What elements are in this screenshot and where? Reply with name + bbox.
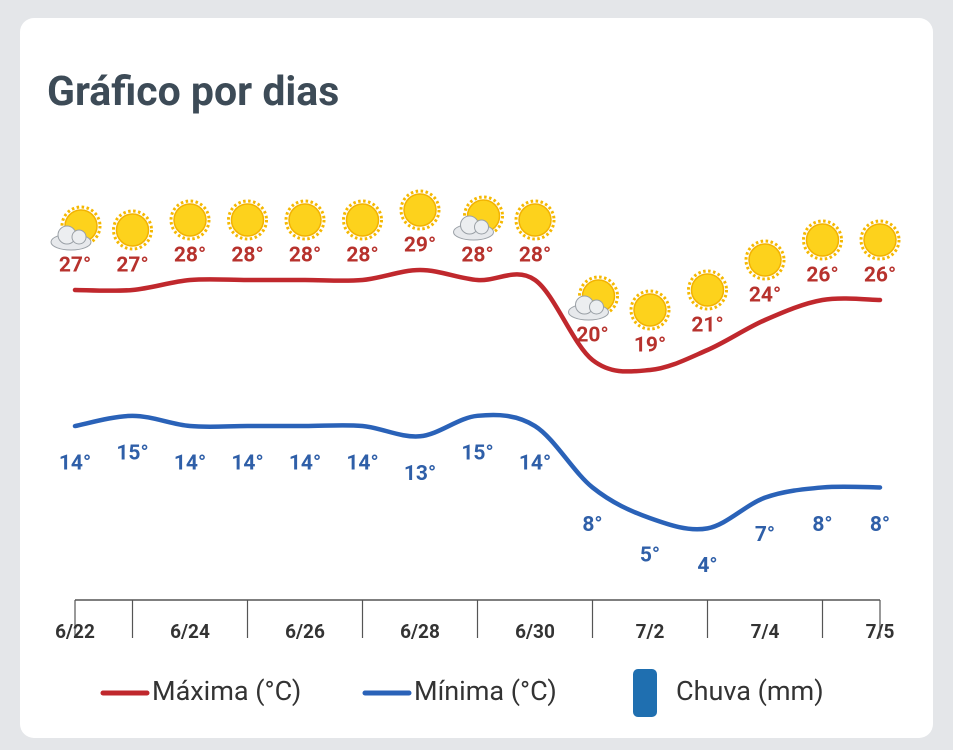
data-label: 26° bbox=[864, 264, 896, 288]
legend-label: Chuva (mm) bbox=[676, 675, 824, 707]
sun bbox=[805, 223, 840, 257]
sun-rays bbox=[629, 289, 671, 331]
x-tick-label: 6/26 bbox=[285, 620, 325, 643]
weather-icon bbox=[568, 275, 619, 321]
x-tick-label: 7/5 bbox=[866, 620, 895, 643]
data-label: 8° bbox=[812, 513, 832, 537]
chart-title: Gráfico por dias bbox=[47, 68, 339, 116]
weather-icon bbox=[284, 199, 326, 241]
sun-rays bbox=[227, 199, 268, 241]
sun bbox=[115, 213, 150, 247]
sun-rays bbox=[744, 239, 786, 281]
series-line bbox=[72, 412, 883, 532]
weather-icon bbox=[744, 239, 786, 281]
sun-rays bbox=[284, 199, 326, 241]
data-label: 28° bbox=[174, 244, 206, 268]
data-label: 24° bbox=[749, 284, 781, 308]
data-label: 19° bbox=[634, 334, 666, 358]
x-tick-label: 6/22 bbox=[55, 620, 95, 643]
data-label: 28° bbox=[346, 244, 378, 268]
legend-label: Máxima (°C) bbox=[152, 675, 301, 707]
sun bbox=[173, 203, 207, 237]
sun-rays bbox=[399, 189, 441, 231]
sun bbox=[633, 293, 667, 327]
weather-icon bbox=[859, 219, 901, 261]
data-label: 8° bbox=[582, 513, 602, 537]
data-label: 27° bbox=[116, 254, 148, 278]
x-tick-label: 6/24 bbox=[170, 620, 210, 643]
sun-rays bbox=[578, 275, 619, 317]
data-label: 28° bbox=[519, 244, 551, 268]
data-label: 14° bbox=[346, 452, 378, 476]
weather-icon bbox=[112, 209, 153, 251]
data-label: 14° bbox=[289, 452, 321, 476]
sun bbox=[345, 203, 380, 237]
legend-swatch bbox=[633, 669, 657, 717]
sun-rays bbox=[463, 195, 504, 237]
data-label: 20° bbox=[576, 324, 608, 348]
weather-icon bbox=[169, 199, 211, 241]
sun-rays bbox=[514, 199, 556, 241]
cloud bbox=[474, 219, 489, 235]
weather-icon bbox=[514, 199, 556, 241]
weather-icon bbox=[227, 199, 268, 241]
data-label: 26° bbox=[806, 264, 838, 288]
series-line bbox=[72, 267, 883, 374]
sun bbox=[863, 223, 897, 257]
weather-icon bbox=[687, 269, 728, 311]
card bbox=[20, 18, 933, 738]
weather-icon bbox=[453, 195, 504, 241]
weather-icon bbox=[50, 205, 102, 251]
cloud bbox=[71, 229, 87, 245]
data-label: 15° bbox=[461, 441, 493, 465]
data-label: 14° bbox=[174, 452, 206, 476]
data-label: 8° bbox=[870, 513, 890, 537]
x-tick-label: 7/2 bbox=[636, 620, 665, 643]
weather-icon bbox=[342, 199, 383, 241]
data-label: 21° bbox=[691, 314, 723, 338]
sun-rays bbox=[859, 219, 901, 261]
x-tick-label: 6/30 bbox=[515, 620, 555, 643]
data-label: 29° bbox=[404, 234, 436, 258]
sun-rays bbox=[112, 209, 153, 251]
sun-rays bbox=[802, 219, 843, 261]
sun-rays bbox=[342, 199, 383, 241]
x-tick-label: 7/4 bbox=[751, 620, 780, 643]
sun bbox=[403, 193, 437, 227]
data-label: 14° bbox=[519, 452, 551, 476]
data-label: 15° bbox=[116, 441, 148, 465]
data-label: 4° bbox=[697, 554, 717, 578]
data-label: 14° bbox=[231, 452, 263, 476]
legend-label: Mínima (°C) bbox=[414, 675, 557, 707]
data-label: 7° bbox=[755, 523, 775, 547]
sun bbox=[518, 203, 552, 237]
sun-rays bbox=[169, 199, 211, 241]
sun-rays bbox=[687, 269, 728, 311]
sun bbox=[690, 273, 725, 307]
data-label: 28° bbox=[461, 244, 493, 268]
data-label: 5° bbox=[640, 544, 660, 568]
sun bbox=[230, 203, 265, 237]
sun bbox=[288, 203, 322, 237]
x-tick-label: 6/28 bbox=[400, 620, 440, 643]
data-label: 27° bbox=[59, 254, 91, 278]
weather-icon bbox=[629, 289, 671, 331]
sun bbox=[748, 243, 782, 277]
data-label: 13° bbox=[404, 462, 436, 486]
data-label: 14° bbox=[59, 452, 91, 476]
weather-icon bbox=[399, 189, 441, 231]
sun-rays bbox=[60, 205, 102, 247]
data-label: 28° bbox=[231, 244, 263, 268]
weather-icon bbox=[802, 219, 843, 261]
data-label: 28° bbox=[289, 244, 321, 268]
cloud bbox=[589, 299, 604, 315]
